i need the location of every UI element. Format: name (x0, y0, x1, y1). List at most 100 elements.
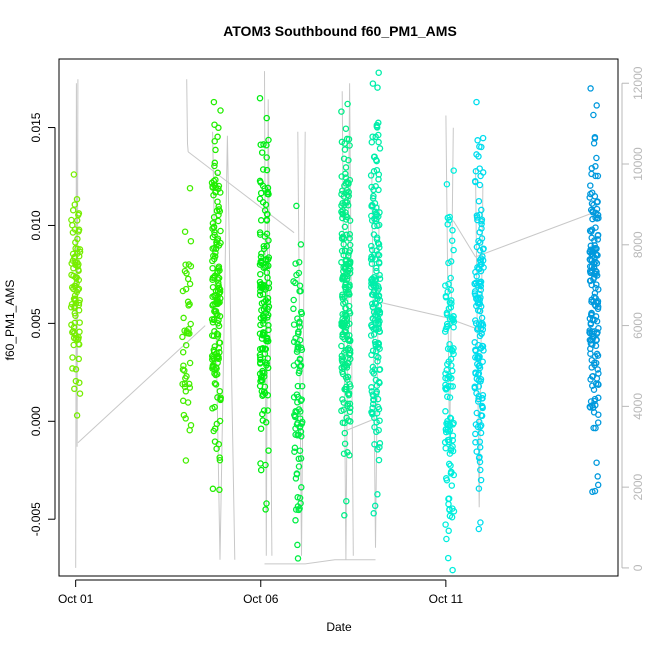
data-point (72, 332, 79, 339)
data-point (294, 346, 301, 353)
data-point (445, 280, 452, 288)
data-point (590, 140, 598, 147)
y-axis-label: f60_PM1_AMS (3, 280, 17, 361)
data-point (182, 415, 189, 422)
data-point (592, 258, 599, 266)
data-point (474, 137, 481, 144)
data-point (475, 265, 483, 273)
data-point (341, 440, 349, 447)
secondary-line-segment (452, 212, 595, 258)
data-point (376, 308, 384, 316)
data-point (346, 231, 354, 238)
data-point (341, 512, 348, 519)
data-point (346, 332, 353, 339)
data-point (296, 367, 303, 375)
data-point (210, 316, 218, 324)
data-point (293, 470, 301, 477)
data-point (257, 217, 265, 224)
data-point (256, 94, 264, 102)
data-point (375, 456, 383, 464)
data-point (587, 182, 594, 189)
data-point (478, 220, 485, 228)
data-point (338, 108, 345, 115)
data-point (444, 345, 452, 353)
data-point (370, 370, 378, 377)
data-point (594, 419, 602, 426)
data-point (209, 225, 216, 232)
data-point (449, 566, 456, 574)
data-point (474, 294, 482, 302)
data-point (216, 207, 224, 215)
data-point (592, 424, 599, 432)
data-point (477, 476, 485, 484)
data-point (591, 487, 599, 495)
data-point (76, 379, 83, 386)
data-point (475, 485, 483, 492)
data-point (179, 348, 187, 356)
data-point (593, 268, 600, 276)
data-point (373, 348, 380, 355)
data-point (592, 284, 599, 292)
data-point (264, 407, 272, 414)
data-point (209, 363, 216, 371)
data-point (591, 133, 599, 141)
data-point (211, 162, 218, 170)
data-point (594, 172, 602, 180)
data-point (256, 195, 264, 203)
data-point (214, 169, 221, 177)
data-point (449, 227, 456, 234)
data-point (346, 452, 353, 459)
data-point (369, 400, 377, 408)
data-point (477, 376, 485, 383)
x-tick-label: Oct 11 (429, 592, 464, 606)
data-point (474, 216, 481, 224)
data-point (587, 85, 594, 92)
data-point (367, 172, 375, 179)
data-point (292, 334, 299, 342)
x-tick-label: Oct 06 (243, 592, 279, 606)
data-point (71, 201, 79, 208)
data-point (338, 230, 346, 238)
data-point (588, 311, 595, 319)
data-point (180, 314, 187, 322)
data-point (75, 211, 82, 219)
data-point (338, 342, 345, 350)
data-point (69, 221, 76, 229)
data-point (72, 377, 80, 385)
data-point (473, 98, 480, 106)
data-point (296, 494, 304, 502)
data-point (209, 264, 216, 272)
data-point (373, 247, 380, 254)
data-point (69, 354, 76, 361)
data-point (450, 313, 457, 320)
data-point (586, 227, 594, 235)
data-point (70, 295, 78, 303)
data-point (76, 390, 84, 397)
data-point (342, 346, 349, 354)
data-point (209, 485, 217, 493)
data-point (443, 180, 451, 188)
data-point (372, 340, 379, 348)
data-point (474, 307, 482, 314)
data-point (594, 366, 601, 373)
data-point (447, 274, 454, 282)
data-point (215, 242, 223, 249)
data-point (443, 309, 451, 317)
data-point (341, 429, 349, 437)
data-point (215, 217, 222, 225)
data-point (260, 242, 268, 250)
y-axis-left: -0.005 0.000 0.005 0.010 0.015 (29, 112, 56, 536)
data-point (343, 321, 351, 329)
y2-tick-label: 8000 (631, 231, 645, 258)
data-point (370, 168, 378, 175)
data-point (186, 359, 194, 367)
data-point (586, 277, 594, 285)
data-point (371, 441, 378, 448)
data-point (594, 303, 602, 311)
data-point (338, 407, 345, 415)
data-point (587, 340, 595, 347)
data-point (369, 303, 377, 311)
data-point (257, 259, 265, 267)
data-point (593, 245, 600, 252)
data-point (182, 388, 190, 395)
